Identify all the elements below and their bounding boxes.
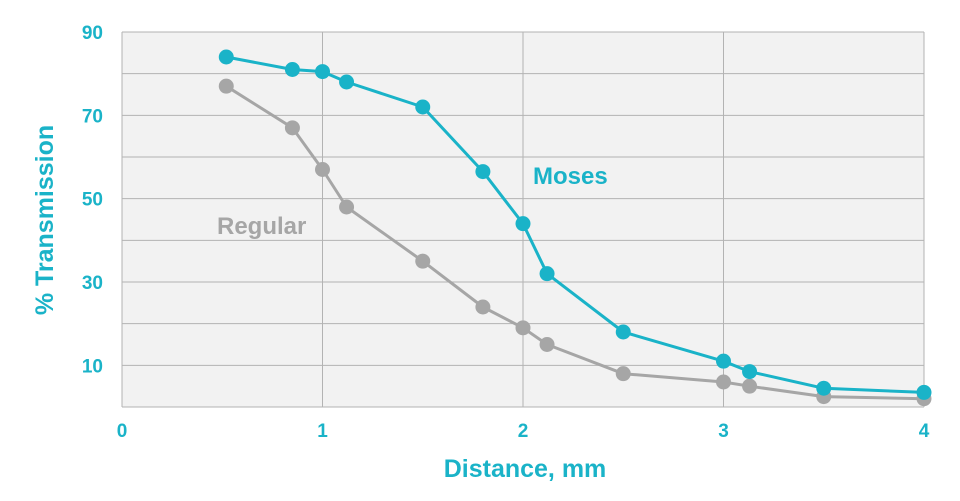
y-tick-label: 70 [82,106,103,127]
x-tick-label: 0 [117,421,128,442]
data-point-regular [716,374,731,390]
tick-labels: 10 30 50 70 90 0 1 2 3 4 [82,23,930,442]
data-point-regular [515,320,531,336]
data-point-regular [539,337,555,352]
data-point-moses [315,64,330,80]
data-point-regular [284,120,300,136]
data-point-moses [339,74,355,90]
data-point-moses [716,353,731,369]
y-tick-label: 50 [82,190,103,211]
y-tick-label: 10 [82,356,103,377]
data-point-moses [816,380,832,396]
data-point-regular [742,378,758,394]
y-tick-label: 30 [82,273,103,294]
data-point-moses [916,384,932,400]
y-tick-label: 90 [82,23,103,44]
data-point-moses [515,216,531,232]
series-group [218,49,932,407]
data-point-moses [475,164,491,180]
x-axis-title: Distance, mm [444,455,607,483]
x-tick-label: 3 [718,421,729,442]
data-point-moses [615,324,631,340]
series-label-moses: Moses [533,163,608,190]
data-point-regular [218,78,234,94]
data-point-moses [742,364,758,380]
data-point-regular [339,199,355,215]
y-axis-title: % Transmission [31,125,59,315]
x-tick-label: 2 [518,421,529,442]
data-point-moses [415,99,431,115]
x-tick-label: 4 [919,421,930,442]
data-point-moses [539,266,555,282]
data-point-moses [218,49,234,65]
x-tick-label: 1 [317,421,328,442]
data-point-regular [615,366,631,382]
data-point-regular [315,162,330,177]
series-label-regular: Regular [217,213,306,240]
data-point-regular [475,299,491,315]
data-point-moses [284,62,300,77]
data-point-regular [415,253,431,269]
